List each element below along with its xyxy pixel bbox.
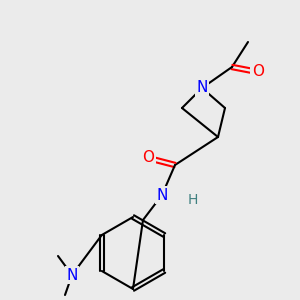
Text: N: N xyxy=(156,188,168,202)
Text: N: N xyxy=(66,268,78,283)
Text: N: N xyxy=(196,80,208,95)
Text: O: O xyxy=(142,151,154,166)
Text: O: O xyxy=(252,64,264,80)
Text: H: H xyxy=(188,193,198,207)
